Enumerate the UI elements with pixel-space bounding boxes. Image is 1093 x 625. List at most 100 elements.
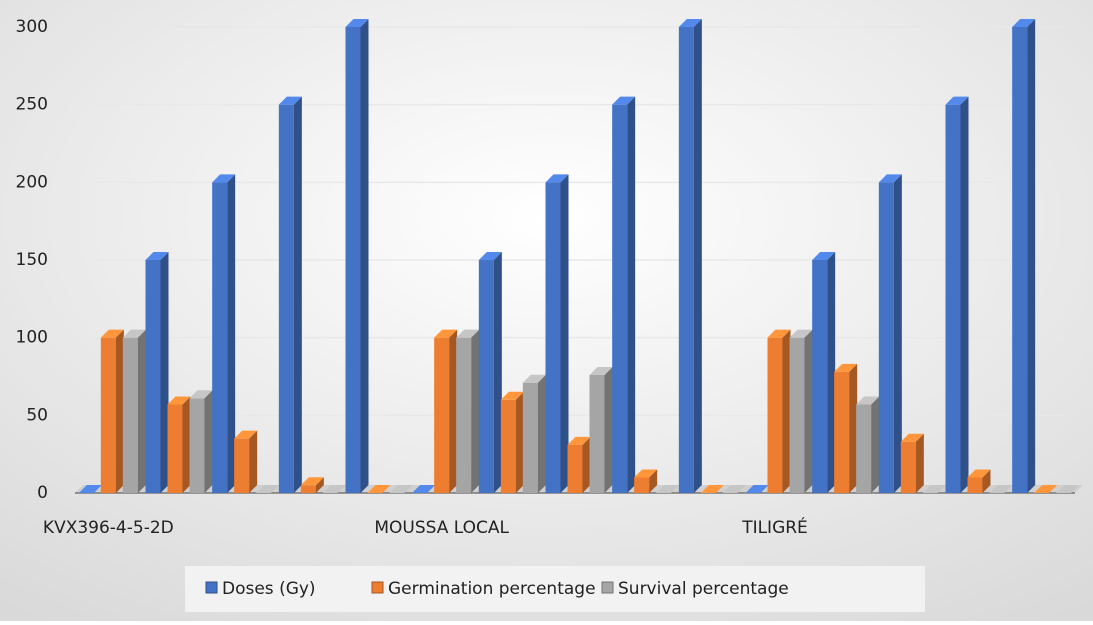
bar-front [967, 477, 983, 493]
bar-top [900, 433, 924, 442]
bar-top [700, 485, 724, 493]
bar [389, 485, 413, 493]
bar [278, 96, 302, 494]
y-tick-label: 150 [16, 250, 48, 270]
bar [234, 430, 258, 493]
bar-front [878, 182, 894, 494]
bar-side [693, 19, 702, 493]
bar-side [982, 469, 991, 493]
bar [322, 485, 346, 493]
bar [878, 174, 902, 494]
bar-top [412, 485, 436, 493]
bar [656, 485, 680, 493]
bar [256, 485, 280, 493]
bar-top [678, 19, 702, 27]
y-tick-label: 0 [37, 483, 48, 503]
bar-top [167, 396, 191, 405]
bar-side [160, 252, 169, 493]
bar-side [827, 252, 836, 493]
legend-label: Germination percentage [388, 579, 596, 599]
bar-top [922, 485, 946, 493]
bar [1056, 485, 1080, 493]
bar [612, 96, 636, 494]
legend-swatch [205, 581, 218, 594]
bar-front [567, 444, 583, 493]
bar-side [649, 469, 658, 493]
bar-front [856, 404, 872, 493]
y-tick-label: 200 [16, 172, 48, 192]
bar [945, 96, 969, 494]
bar-top [834, 363, 858, 372]
bar [967, 469, 991, 493]
bar-top [100, 329, 124, 338]
bar-top [989, 485, 1013, 493]
bar-side [449, 329, 458, 493]
bar-top [478, 252, 502, 260]
bar-front [167, 404, 183, 493]
bar [300, 477, 324, 493]
bar-side [249, 430, 258, 493]
bar-side [182, 396, 191, 493]
bar-top [745, 485, 769, 493]
bar-top [278, 96, 302, 105]
bar-front [522, 382, 538, 493]
bar-top [345, 19, 369, 27]
bar-front [900, 441, 916, 493]
bar [345, 19, 369, 493]
bar-top [389, 485, 413, 493]
bar-front [634, 477, 650, 493]
bar [122, 329, 146, 493]
bar-front [300, 485, 316, 493]
bar [834, 363, 858, 493]
bar-top [945, 96, 969, 105]
bar-top [145, 252, 169, 260]
bar-front [145, 260, 161, 493]
bar-side [560, 174, 569, 494]
bar-front [456, 337, 472, 493]
legend-swatch [371, 581, 384, 594]
bar [767, 329, 791, 493]
bar-front [278, 104, 294, 494]
x-tick-label: MOUSSA LOCAL [374, 518, 509, 538]
bar-front [834, 371, 850, 493]
bar-top [856, 396, 880, 405]
bar-front [234, 438, 250, 493]
bar-top [234, 430, 258, 439]
bar-top [1056, 485, 1080, 493]
bar [745, 485, 769, 493]
bar-front [1012, 27, 1028, 493]
bar [722, 485, 746, 493]
bar-side [849, 363, 858, 493]
bar-top [78, 485, 102, 493]
bar-side [893, 174, 902, 494]
bar [1034, 485, 1058, 493]
bar-side [293, 96, 302, 494]
bar-front [122, 337, 138, 493]
bar-top [1012, 19, 1036, 27]
bar-top [500, 391, 524, 400]
bar-side [137, 329, 146, 493]
bar [856, 396, 880, 493]
bar [678, 19, 702, 493]
bar-top [545, 174, 569, 183]
bar [100, 329, 124, 493]
bar-top [589, 366, 613, 375]
bar [456, 329, 480, 493]
bar [522, 374, 546, 493]
bar-front [500, 399, 516, 493]
bar-side [315, 477, 324, 493]
bar-front [212, 182, 228, 494]
bar-top [878, 174, 902, 183]
bar-front [678, 27, 694, 493]
legend-label: Doses (Gy) [222, 579, 316, 599]
bar-front [789, 337, 805, 493]
bar-top [567, 436, 591, 445]
bar [1012, 19, 1036, 493]
bar [212, 174, 236, 494]
bar-top [434, 329, 458, 338]
bar-front [612, 104, 628, 494]
bar-side [360, 19, 369, 493]
bar [478, 252, 502, 493]
